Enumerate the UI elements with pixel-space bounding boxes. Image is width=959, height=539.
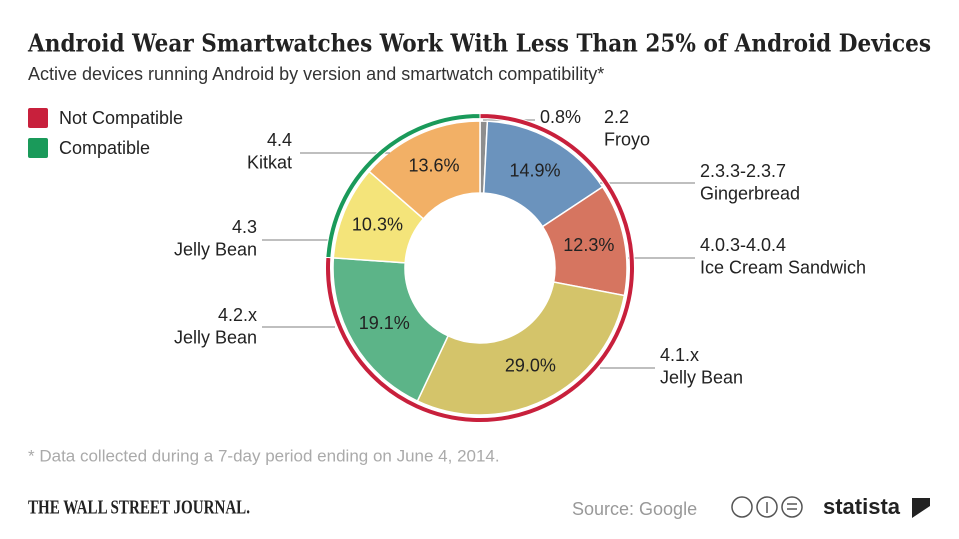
publisher: THE WALL STREET JOURNAL. — [28, 497, 250, 519]
slice — [332, 257, 450, 403]
compatibility-ring — [325, 112, 481, 259]
chart-title: Android Wear Smartwatches Work With Less… — [27, 29, 931, 58]
slice-label: 4.0.3-4.0.4 Ice Cream Sandwich — [700, 235, 866, 278]
source: Source: Google — [572, 499, 697, 519]
legend-swatch — [28, 138, 48, 158]
value-label: 0.8% — [540, 107, 581, 127]
slice-label: 4.1.x Jelly Bean — [660, 345, 743, 388]
slice-label: 2.3.3-2.3.7 Gingerbread — [700, 161, 800, 204]
slice-label: 4.4 Kitkat — [247, 130, 292, 173]
value-label: 14.9% — [509, 160, 560, 180]
value-label: 19.1% — [359, 313, 410, 333]
license-icons — [731, 496, 803, 518]
brand-logo — [912, 498, 930, 518]
slice — [416, 281, 626, 416]
value-label: 10.3% — [352, 214, 403, 234]
legend-label: Compatible — [59, 138, 150, 158]
legend-swatch — [28, 108, 48, 128]
value-label: 29.0% — [505, 356, 556, 376]
brand: statista — [823, 494, 901, 519]
legend-label: Not Compatible — [59, 108, 183, 128]
value-label: 13.6% — [408, 156, 459, 176]
slice — [368, 120, 481, 220]
slice-label: 2.2 Froyo — [604, 107, 650, 150]
chart-subtitle: Active devices running Android by versio… — [28, 64, 604, 84]
value-label: 12.3% — [563, 235, 614, 255]
slice-label: 4.3 Jelly Bean — [174, 217, 257, 260]
footnote: * Data collected during a 7-day period e… — [28, 446, 500, 465]
slice-label: 4.2.x Jelly Bean — [174, 305, 257, 348]
